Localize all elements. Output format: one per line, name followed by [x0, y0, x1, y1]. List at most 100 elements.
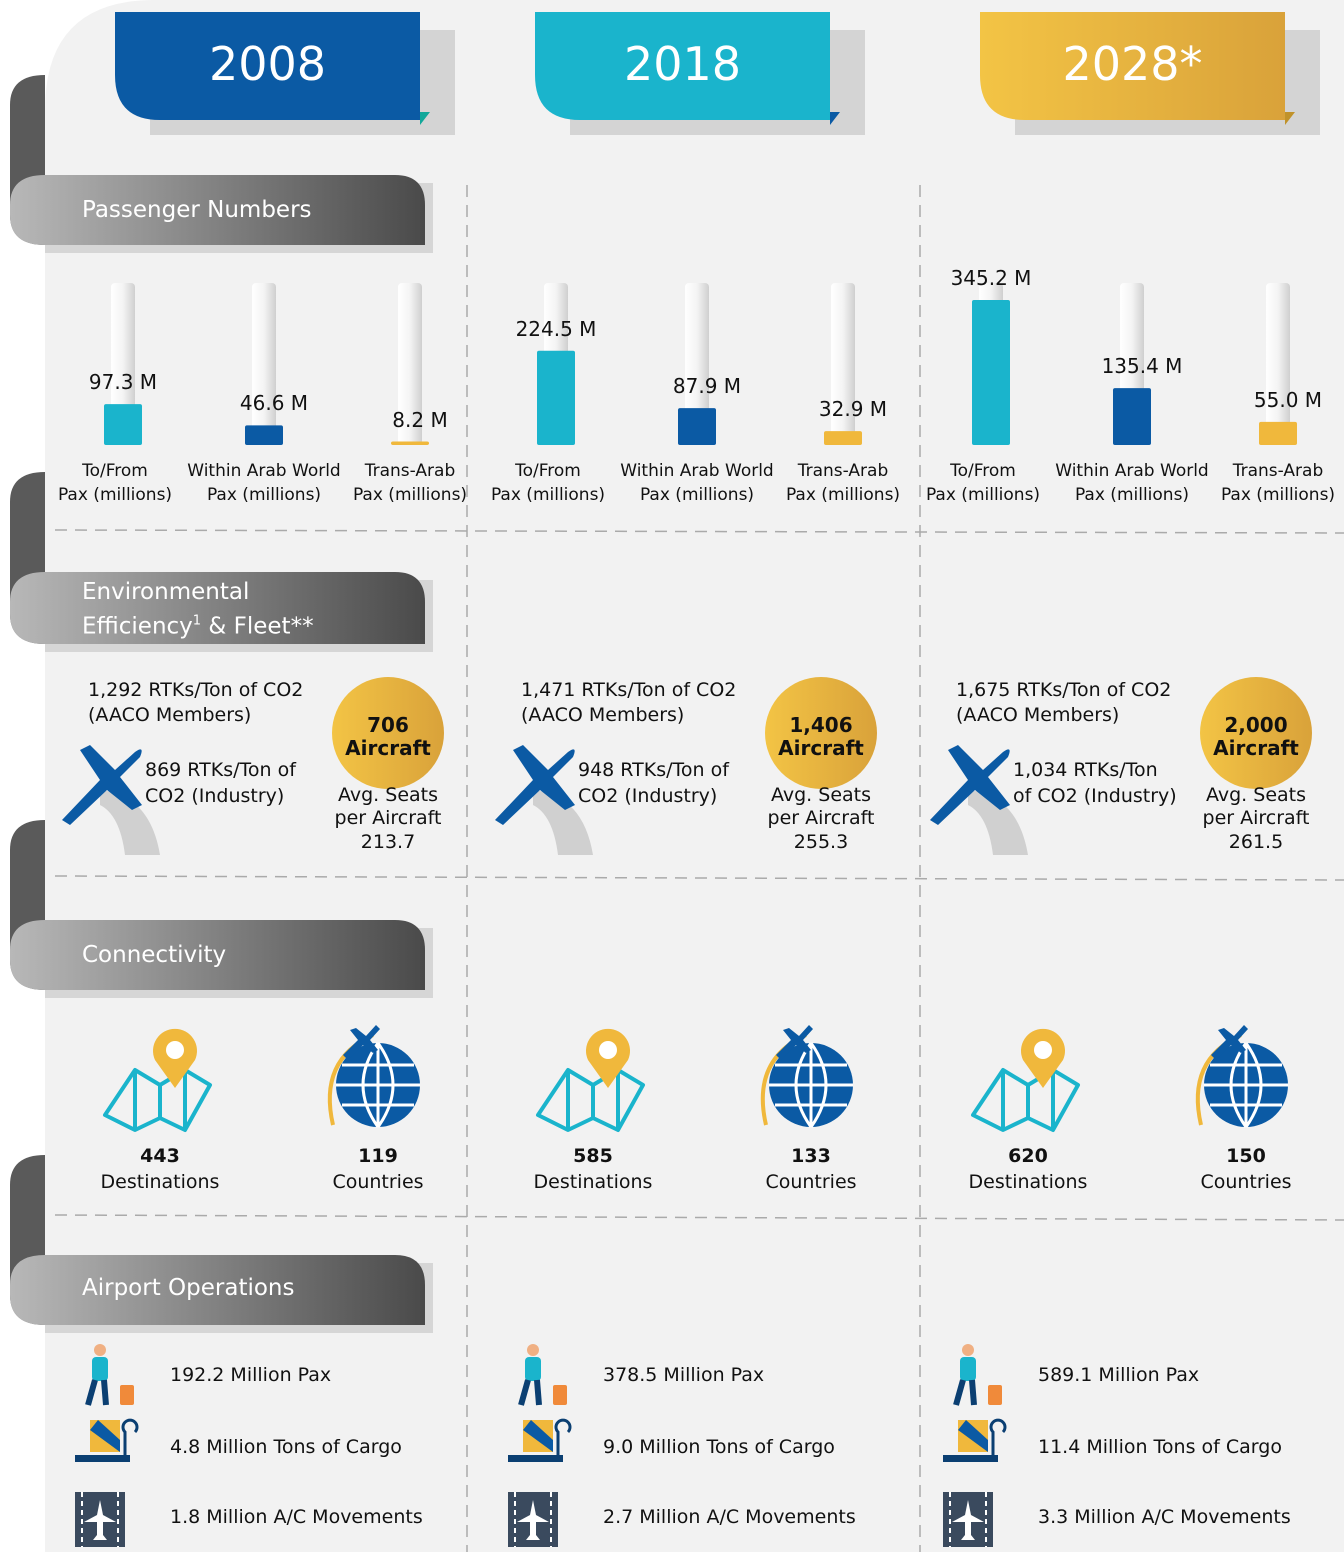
category-label: Trans-Arab: [798, 459, 889, 483]
airport-stat: 589.1 Million Pax: [1038, 1363, 1199, 1387]
aircraft-count: 706: [367, 713, 409, 737]
category-label: Within Arab World: [620, 459, 773, 483]
bar-label: 46.6 M: [240, 391, 308, 415]
suitcase: [988, 1385, 1002, 1405]
bar: [537, 351, 575, 445]
bar: [391, 442, 429, 445]
person-head: [94, 1344, 106, 1356]
pin-hole: [1034, 1041, 1052, 1059]
scale-base: [943, 1455, 998, 1462]
airport-stat: 11.4 Million Tons of Cargo: [1038, 1435, 1282, 1459]
efficiency-text: 1,471 RTKs/Ton of CO2: [521, 678, 736, 702]
airport-stat: 9.0 Million Tons of Cargo: [603, 1435, 835, 1459]
destinations-label: Destinations: [534, 1170, 653, 1194]
bar: [245, 425, 283, 445]
bar-label: 55.0 M: [1254, 388, 1322, 412]
scale-base: [75, 1455, 130, 1462]
bar-label: 32.9 M: [819, 397, 887, 421]
category-label: Pax (millions): [353, 483, 467, 507]
bar-track: [1266, 283, 1290, 445]
seats-value: 255.3: [794, 830, 848, 854]
countries-value: 150: [1226, 1144, 1266, 1168]
efficiency-text: 948 RTKs/Ton of: [578, 758, 729, 782]
seats-label: Avg. Seats: [338, 783, 438, 807]
section-title: Efficiency1 & Fleet**: [82, 610, 314, 639]
bar-label: 135.4 M: [1102, 354, 1183, 378]
category-label: Pax (millions): [926, 483, 1040, 507]
efficiency-text: (AACO Members): [521, 703, 684, 727]
category-label: Pax (millions): [491, 483, 605, 507]
seats-label: Avg. Seats: [1206, 783, 1306, 807]
countries-value: 119: [358, 1144, 398, 1168]
category-label: Within Arab World: [1055, 459, 1208, 483]
airport-stat: 4.8 Million Tons of Cargo: [170, 1435, 402, 1459]
section-title: Passenger Numbers: [82, 198, 312, 222]
year-label: 2008: [209, 39, 326, 89]
category-label: To/From: [515, 459, 581, 483]
person-body: [92, 1357, 108, 1381]
section-title-suffix: & Fleet**: [201, 613, 314, 639]
suitcase: [553, 1385, 567, 1405]
airport-stat: 378.5 Million Pax: [603, 1363, 764, 1387]
countries-label: Countries: [1200, 1170, 1291, 1194]
airport-stat: 3.3 Million A/C Movements: [1038, 1505, 1291, 1529]
category-label: Pax (millions): [207, 483, 321, 507]
bar-label: 345.2 M: [951, 266, 1032, 290]
person-head: [527, 1344, 539, 1356]
seats-value: 213.7: [361, 830, 415, 854]
destinations-label: Destinations: [101, 1170, 220, 1194]
aircraft-label: Aircraft: [1213, 736, 1299, 760]
efficiency-text: 869 RTKs/Ton of: [145, 758, 296, 782]
category-label: Trans-Arab: [1233, 459, 1324, 483]
person-body: [960, 1357, 976, 1381]
section-title: Connectivity: [82, 943, 226, 967]
efficiency-text: 1,675 RTKs/Ton of CO2: [956, 678, 1171, 702]
aircraft-label: Aircraft: [345, 736, 431, 760]
bar-track: [252, 283, 276, 445]
category-label: Pax (millions): [640, 483, 754, 507]
efficiency-text: CO2 (Industry): [145, 784, 284, 808]
category-label: Within Arab World: [187, 459, 340, 483]
airport-stat: 192.2 Million Pax: [170, 1363, 331, 1387]
infographic: Passenger Numbers Environmental Efficiency…: [0, 0, 1344, 1552]
countries-value: 133: [791, 1144, 831, 1168]
airport-stat: 1.8 Million A/C Movements: [170, 1505, 423, 1529]
countries-label: Countries: [765, 1170, 856, 1194]
destinations-value: 620: [1008, 1144, 1048, 1168]
bar-label: 8.2 M: [392, 408, 447, 432]
efficiency-text: (AACO Members): [956, 703, 1119, 727]
seats-label: Avg. Seats: [771, 783, 871, 807]
category-label: Pax (millions): [1075, 483, 1189, 507]
destinations-value: 443: [140, 1144, 180, 1168]
bar: [824, 431, 862, 445]
bar: [678, 408, 716, 445]
category-label: To/From: [82, 459, 148, 483]
suitcase: [120, 1385, 134, 1405]
section-title: Environmental: [82, 580, 249, 604]
year-label: 2028*: [1062, 39, 1202, 89]
year-label: 2018: [624, 39, 741, 89]
section-title: Airport Operations: [82, 1276, 294, 1300]
efficiency-text: CO2 (Industry): [578, 784, 717, 808]
scale-base: [508, 1455, 563, 1462]
bar: [1259, 422, 1297, 445]
efficiency-text: of CO2 (Industry): [1013, 784, 1177, 808]
efficiency-text: (AACO Members): [88, 703, 251, 727]
countries-label: Countries: [332, 1170, 423, 1194]
aircraft-label: Aircraft: [778, 736, 864, 760]
efficiency-text: 1,034 RTKs/Ton: [1013, 758, 1158, 782]
aircraft-count: 1,406: [789, 713, 852, 737]
aircraft-count: 2,000: [1224, 713, 1287, 737]
seats-label: per Aircraft: [335, 806, 442, 830]
seats-value: 261.5: [1229, 830, 1283, 854]
bar-label: 224.5 M: [516, 317, 597, 341]
bar: [104, 404, 142, 445]
person-body: [525, 1357, 541, 1381]
category-label: Pax (millions): [58, 483, 172, 507]
bar-label: 87.9 M: [673, 374, 741, 398]
bar: [1113, 388, 1151, 445]
destinations-label: Destinations: [969, 1170, 1088, 1194]
category-label: Trans-Arab: [365, 459, 456, 483]
category-label: Pax (millions): [786, 483, 900, 507]
efficiency-text: 1,292 RTKs/Ton of CO2: [88, 678, 303, 702]
